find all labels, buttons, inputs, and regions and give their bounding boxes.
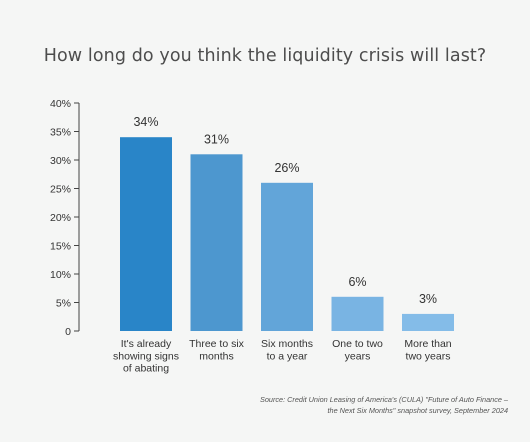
category-label-line: to a year <box>267 350 308 362</box>
source-line-2: the Next Six Months" snapshot survey, Se… <box>327 405 508 415</box>
category-label-line: Six months <box>261 338 313 350</box>
category-label: More than two years <box>404 338 451 362</box>
source-note: Source: Credit Union Leasing of America'… <box>178 395 508 416</box>
axis-layer: 0 5% 10% 15% 20% 25% 30% 35% 40% <box>50 98 80 338</box>
bar <box>331 296 384 331</box>
y-tick-label: 30% <box>50 155 71 167</box>
data-label: 34% <box>133 115 158 129</box>
category-label-line: years <box>345 350 371 362</box>
source-line-1: Source: Credit Union Leasing of America'… <box>259 395 508 404</box>
category-label: It's already showing signs of abating <box>113 338 179 375</box>
data-label: 26% <box>274 161 299 175</box>
bar <box>402 313 454 331</box>
category-label-line: It's already <box>121 338 172 350</box>
category-label-line: months <box>199 350 233 362</box>
y-tick-label: 0 <box>65 326 71 338</box>
category-label: Six months to a year <box>261 338 313 362</box>
bar-layer <box>120 137 454 331</box>
label-layer: 34% It's already showing signs of abating 31… <box>113 115 452 374</box>
chart-title: How long do you think the liquidity cris… <box>43 46 487 66</box>
category-label-line: of abating <box>123 363 169 375</box>
y-tick-label: 40% <box>50 98 71 110</box>
data-label: 6% <box>348 275 366 289</box>
y-tick-label: 5% <box>56 297 71 309</box>
category-label-line: two years <box>406 350 451 362</box>
bar <box>120 137 172 331</box>
category-label: Three to six months <box>189 338 245 362</box>
category-label: One to two years <box>332 338 383 362</box>
y-tick-label: 20% <box>50 212 71 224</box>
data-label: 3% <box>419 292 437 306</box>
category-label-line: More than <box>404 338 451 350</box>
bar <box>190 154 243 331</box>
category-label-line: One to two <box>332 338 383 350</box>
category-label-line: showing signs <box>113 350 179 362</box>
data-label: 31% <box>204 132 229 146</box>
y-tick-label: 25% <box>50 183 71 195</box>
y-tick-label: 35% <box>50 126 71 138</box>
category-label-line: Three to six <box>189 338 245 350</box>
bar <box>261 182 313 331</box>
y-tick-label: 15% <box>50 240 71 252</box>
y-tick-label: 10% <box>50 269 71 281</box>
